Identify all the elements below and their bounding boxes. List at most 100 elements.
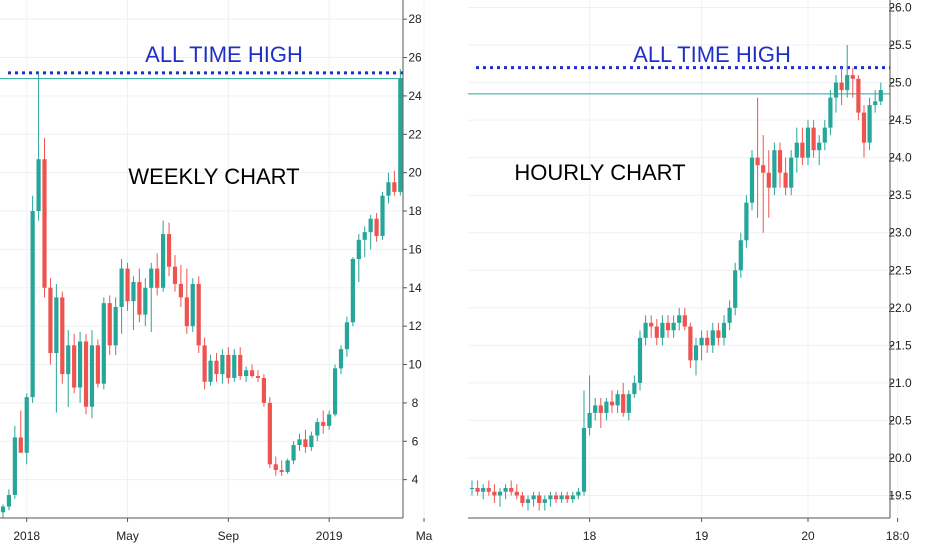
hourly-candle-body (621, 394, 626, 413)
hourly-candle-body (654, 326, 659, 338)
weekly-candle-body (24, 397, 29, 453)
weekly-candle-body (89, 345, 95, 407)
weekly-candle (166, 222, 172, 277)
hourly-candle (856, 75, 861, 121)
hourly-candle (475, 480, 480, 496)
weekly-candle-body (392, 182, 397, 192)
weekly-candle-body (285, 460, 290, 472)
hourly-candle-body (828, 97, 833, 128)
hourly-candle-body (800, 142, 805, 158)
hourly-candle (867, 97, 872, 151)
hourly-ytick-label: 25.0 (888, 76, 912, 90)
weekly-ytick-label: 14 (408, 281, 422, 295)
hourly-ytick-label: 26.0 (888, 1, 912, 15)
hourly-candle (839, 67, 844, 106)
weekly-candle (48, 278, 53, 365)
weekly-candle (344, 316, 350, 357)
weekly-candle-body (214, 360, 219, 375)
hourly-ytick-label: 24.5 (888, 113, 912, 127)
hourly-candle (693, 337, 699, 376)
weekly-candle-body (303, 439, 308, 448)
weekly-candle-body (161, 234, 166, 288)
hourly-candle (615, 390, 620, 413)
weekly-candle (321, 410, 326, 434)
weekly-candle-body (184, 297, 189, 327)
weekly-candle-body (143, 287, 148, 315)
hourly-candle-body (514, 491, 519, 496)
hourly-candle-body (525, 499, 531, 503)
hourly-ytick-label: 19.5 (888, 488, 912, 502)
hourly-candle-body (469, 487, 475, 489)
weekly-candle-body (350, 259, 355, 323)
hourly-candle-body (777, 150, 783, 173)
weekly-candle-body (279, 470, 284, 472)
hourly-candle (665, 315, 671, 338)
weekly-grid (0, 0, 425, 518)
weekly-candle (238, 347, 243, 380)
weekly-candle (226, 347, 231, 384)
hourly-reference-lines (468, 66, 890, 95)
weekly-candle (362, 226, 367, 258)
hourly-candle (828, 90, 833, 136)
weekly-candle-body (362, 232, 367, 240)
weekly-candle (137, 268, 142, 323)
weekly-candle-body (315, 422, 320, 436)
hourly-candle-body (705, 337, 710, 346)
hourly-candle (705, 330, 710, 353)
hourly-candle-body (839, 82, 844, 91)
weekly-ytick-label: 16 (408, 242, 422, 256)
hourly-candle-body (822, 127, 827, 143)
hourly-candle-body (503, 487, 508, 492)
weekly-candle (315, 418, 320, 442)
weekly-candle-body (119, 268, 124, 307)
weekly-candle (113, 297, 118, 355)
weekly-candle (232, 349, 237, 382)
hourly-candle-body (766, 172, 771, 188)
weekly-candle (101, 297, 106, 390)
weekly-candle (54, 283, 59, 413)
hourly-candle-body (749, 157, 755, 203)
weekly-candle-body (309, 435, 314, 448)
weekly-candle-body (380, 195, 385, 236)
hourly-candle-body (542, 499, 547, 503)
hourly-candle (699, 330, 704, 361)
hourly-candle (565, 491, 570, 503)
hourly-candle (593, 397, 598, 421)
weekly-ytick-label: 20 (408, 166, 422, 180)
weekly-xtick-label: Ma (416, 529, 433, 543)
hourly-candle-body (811, 127, 816, 151)
hourly-candle-body (632, 382, 637, 395)
hourly-candle (671, 315, 676, 338)
hourly-candle (833, 75, 839, 113)
hourly-candle (626, 390, 631, 421)
hourly-candle-body (486, 487, 491, 492)
hourly-candle (817, 135, 822, 166)
hourly-candle (688, 322, 693, 368)
weekly-candle-body (321, 422, 326, 426)
hourly-candle (772, 142, 777, 196)
hourly-candle-body (738, 240, 743, 271)
hourly-candle (581, 390, 587, 496)
hourly-candle-body (856, 78, 861, 113)
weekly-candle-body (95, 345, 100, 384)
weekly-candle-body (267, 402, 272, 465)
weekly-candle (368, 214, 373, 250)
hourly-candle-body (755, 157, 760, 166)
weekly-ytick-label: 24 (408, 89, 422, 103)
hourly-candle (822, 120, 827, 151)
hourly-candle-body (794, 142, 799, 158)
weekly-candle-body (196, 283, 201, 346)
hourly-candle (677, 307, 682, 331)
hourly-candle-body (783, 172, 788, 188)
weekly-candle (107, 295, 112, 355)
hourly-candle-body (833, 82, 839, 98)
hourly-candle-body (492, 491, 497, 496)
hourly-candle (811, 120, 816, 158)
hourly-candle (576, 487, 581, 500)
hourly-candle (761, 135, 766, 233)
hourly-candle-body (688, 326, 693, 361)
hourly-candle-body (677, 315, 682, 323)
hourly-candle (682, 307, 687, 331)
hourly-candle (598, 397, 603, 428)
